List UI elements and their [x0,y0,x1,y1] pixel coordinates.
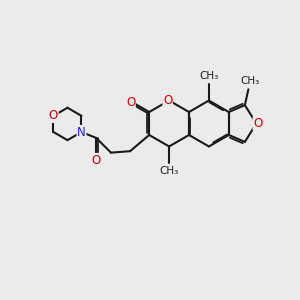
Text: O: O [49,109,58,122]
Text: CH₃: CH₃ [199,71,218,81]
Text: O: O [163,94,172,107]
Text: O: O [126,96,135,109]
Text: N: N [77,125,86,139]
Text: O: O [92,154,101,166]
Text: CH₃: CH₃ [160,166,179,176]
Text: O: O [253,117,262,130]
Text: CH₃: CH₃ [240,76,260,86]
